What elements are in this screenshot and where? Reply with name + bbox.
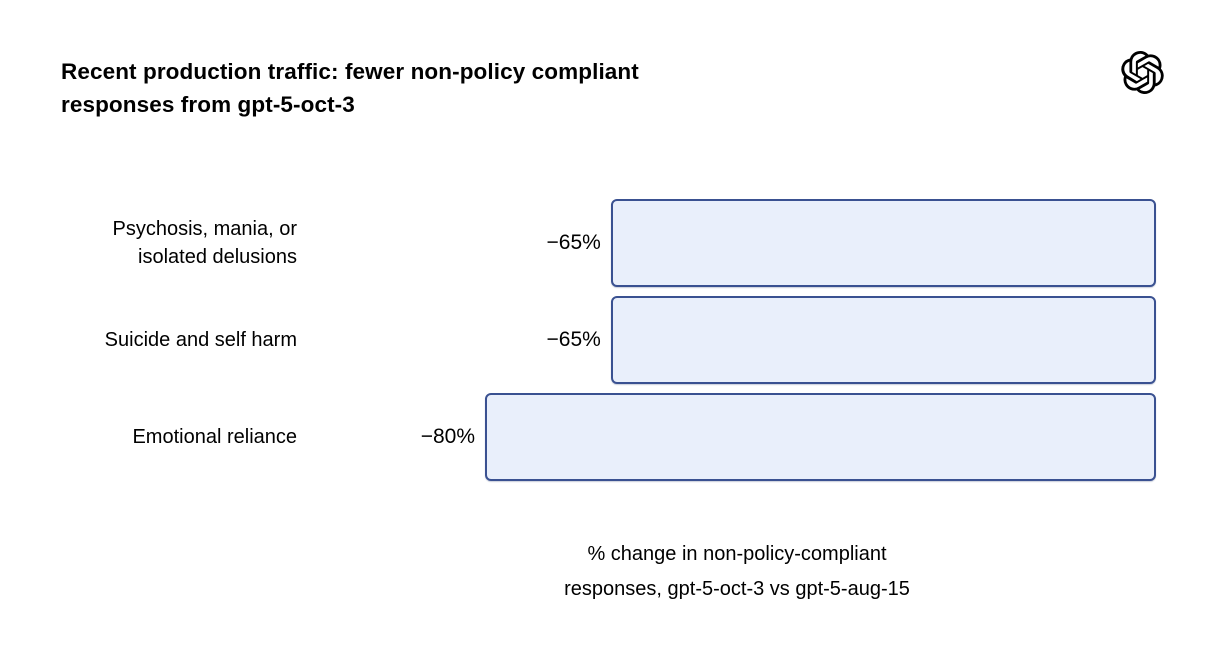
bar: [610, 296, 1156, 384]
value-label: −65%: [546, 328, 601, 351]
category-label: Emotional reliance: [132, 426, 297, 448]
bar-row-suicide-self-harm: Suicide and self harm −65%: [0, 296, 1216, 384]
x-axis-caption: % change in non-policy-compliant respons…: [564, 543, 910, 600]
bar-chart: Psychosis, mania, or isolated delusions …: [0, 199, 1216, 490]
value-label: −80%: [420, 425, 475, 448]
bar-row-emotional-reliance: Emotional reliance −80%: [0, 393, 1216, 481]
bar-row-psychosis: Psychosis, mania, or isolated delusions …: [0, 199, 1216, 287]
bar: [610, 199, 1156, 287]
chart-title: Recent production traffic: fewer non-pol…: [61, 59, 639, 117]
category-label: Psychosis, mania, or isolated delusions: [112, 218, 297, 268]
openai-logo-icon: [1121, 51, 1164, 94]
bar: [485, 393, 1156, 481]
category-label: Suicide and self harm: [104, 329, 297, 351]
value-label: −65%: [546, 231, 601, 254]
